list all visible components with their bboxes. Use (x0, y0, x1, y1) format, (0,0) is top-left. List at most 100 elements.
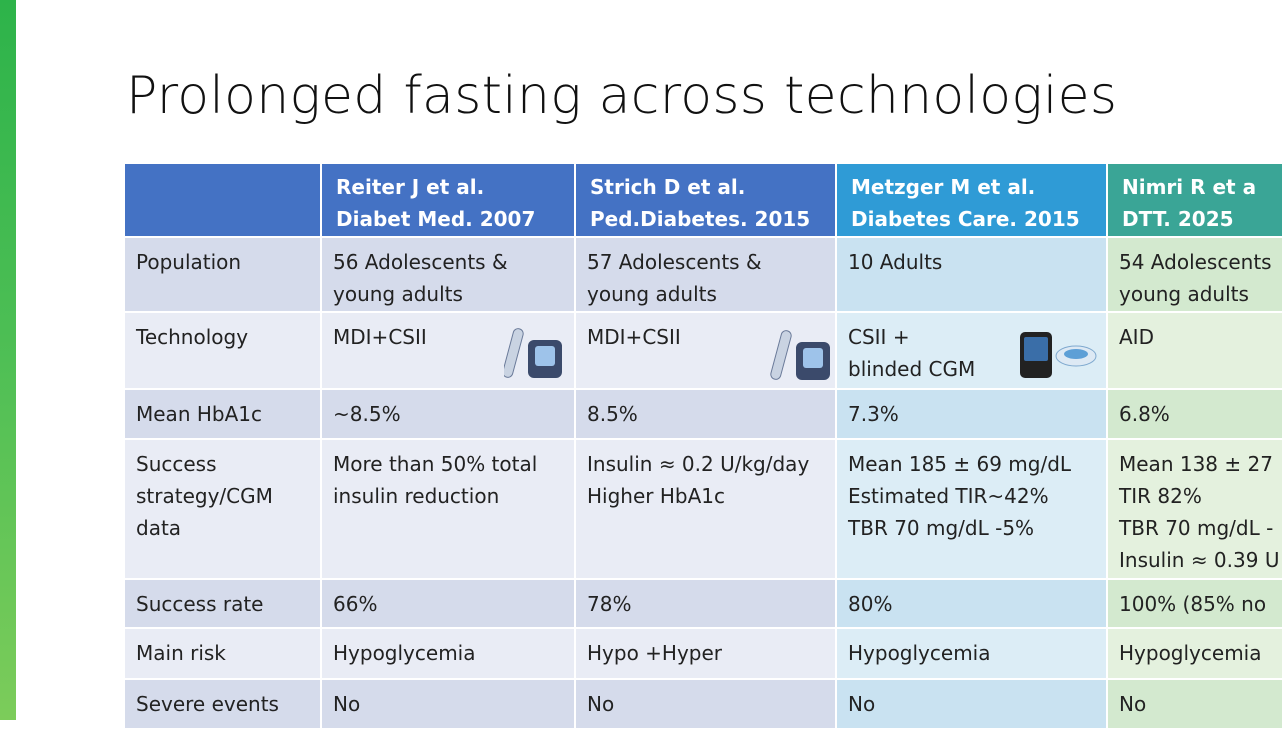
table-cell: 57 Adolescents & young adults (576, 238, 837, 313)
cell-line: TBR 70 mg/dL -5% (848, 516, 1035, 540)
cell-line: Hypo +Hyper (587, 641, 723, 665)
table-cell: AID (1108, 313, 1282, 390)
row-label: Mean HbA1c (125, 390, 322, 440)
row-label: Success strategy/CGM data (125, 440, 322, 580)
cell-line: 6.8% (1119, 402, 1170, 426)
row-label: Severe events (125, 680, 322, 730)
cell-line: No (587, 692, 615, 716)
table-cell: 80% (837, 580, 1108, 629)
cell-line: TBR 70 mg/dL - (1119, 516, 1274, 540)
cell-line: Main risk (136, 641, 226, 665)
cell-line: 56 Adolescents & (333, 250, 508, 274)
cell-line: CSII + (848, 325, 910, 349)
cell-line: young adults (333, 282, 463, 306)
cell-line: Mean 138 ± 27 (1119, 452, 1273, 476)
cell-line: Hypoglycemia (848, 641, 991, 665)
cell-line: insulin reduction (333, 484, 500, 508)
cell-line: 10 Adults (848, 250, 943, 274)
row-label: Success rate (125, 580, 322, 629)
cell-line: Estimated TIR~42% (848, 484, 1049, 508)
cell-line: Strich D et al. (590, 175, 746, 199)
table-cell: Hypoglycemia (837, 629, 1108, 680)
table-cell: 8.5% (576, 390, 837, 440)
cell-line: MDI+CSII (333, 325, 427, 349)
table-cell: Hypoglycemia (1108, 629, 1282, 680)
header-cell: Strich D et al. Ped.Diabetes. 2015 (576, 164, 837, 238)
table-cell: 56 Adolescents & young adults (322, 238, 576, 313)
row-label: Main risk (125, 629, 322, 680)
table-cell: No (837, 680, 1108, 730)
cell-line: Metzger M et al. (851, 175, 1036, 199)
cell-line: Nimri R et a (1122, 175, 1257, 199)
cell-line: AID (1119, 325, 1154, 349)
cell-line: blinded CGM (848, 357, 976, 381)
row-label: Population (125, 238, 322, 313)
cell-line: 8.5% (587, 402, 638, 426)
table-cell: 100% (85% no (1108, 580, 1282, 629)
cell-line: Severe events (136, 692, 279, 716)
table-cell: Mean 185 ± 69 mg/dL Estimated TIR~42% TBR … (837, 440, 1108, 580)
table-cell: ~8.5% (322, 390, 576, 440)
cell-line: 80% (848, 592, 893, 616)
cell-line: Insulin ≈ 0.39 U (1119, 548, 1280, 572)
cell-line: 54 Adolescents (1119, 250, 1272, 274)
table-cell: No (322, 680, 576, 730)
pen-pump-icon (504, 328, 562, 378)
cell-line: Insulin ≈ 0.2 U/kg/day (587, 452, 810, 476)
cell-line: ~8.5% (333, 402, 401, 426)
table-cell: Hypoglycemia (322, 629, 576, 680)
slide-title: Prolonged fasting across technologies (126, 66, 1118, 126)
cell-line: Population (136, 250, 242, 274)
table-cell: No (1108, 680, 1282, 730)
cell-line: Diabet Med. 2007 (336, 207, 536, 231)
cell-line: strategy/CGM (136, 484, 273, 508)
header-cell: Nimri R et a DTT. 2025 (1108, 164, 1282, 238)
cell-line: Higher HbA1c (587, 484, 725, 508)
table-cell: MDI+CSII (576, 313, 837, 390)
cell-line: Diabetes Care. 2015 (851, 207, 1080, 231)
cell-line: 57 Adolescents & (587, 250, 762, 274)
cell-line: More than 50% total (333, 452, 538, 476)
cell-line: young adults (587, 282, 717, 306)
table-cell: 54 Adolescents young adults (1108, 238, 1282, 313)
table-cell: 10 Adults (837, 238, 1108, 313)
table-cell: More than 50% total insulin reduction (322, 440, 576, 580)
cell-line: Technology (136, 325, 249, 349)
pen-pump-icon (770, 330, 830, 380)
table-cell: 6.8% (1108, 390, 1282, 440)
header-cell (125, 164, 322, 238)
table-cell: Hypo +Hyper (576, 629, 837, 680)
cell-line: Mean HbA1c (136, 402, 262, 426)
cell-line: No (333, 692, 361, 716)
cell-line: Success rate (136, 592, 264, 616)
cell-line: MDI+CSII (587, 325, 681, 349)
cell-line: 78% (587, 592, 632, 616)
cell-line: DTT. 2025 (1122, 207, 1234, 231)
header-cell: Metzger M et al. Diabetes Care. 2015 (837, 164, 1108, 238)
cell-line: Ped.Diabetes. 2015 (590, 207, 811, 231)
cell-line: Mean 185 ± 69 mg/dL (848, 452, 1072, 476)
cell-line: Reiter J et al. (336, 175, 485, 199)
green-stripe (0, 0, 16, 720)
cell-line: data (136, 516, 182, 540)
row-label: Technology (125, 313, 322, 390)
cell-line: Hypoglycemia (1119, 641, 1262, 665)
table-cell: Mean 138 ± 27 TIR 82% TBR 70 mg/dL - Insuli… (1108, 440, 1282, 580)
table-cell: 78% (576, 580, 837, 629)
header-cell: Reiter J et al. Diabet Med. 2007 (322, 164, 576, 238)
table-cell: No (576, 680, 837, 730)
cell-line: 100% (85% no (1119, 592, 1267, 616)
cell-line: No (848, 692, 876, 716)
cell-line: TIR 82% (1119, 484, 1202, 508)
cell-line: Success (136, 452, 217, 476)
cgm-icon (1020, 332, 1097, 378)
cell-line: 66% (333, 592, 378, 616)
cell-line: young adults (1119, 282, 1249, 306)
table-cell: Insulin ≈ 0.2 U/kg/day Higher HbA1c (576, 440, 837, 580)
cell-line: 7.3% (848, 402, 899, 426)
table-cell: 66% (322, 580, 576, 629)
cell-line: No (1119, 692, 1147, 716)
table-cell: 7.3% (837, 390, 1108, 440)
cell-line: Hypoglycemia (333, 641, 476, 665)
